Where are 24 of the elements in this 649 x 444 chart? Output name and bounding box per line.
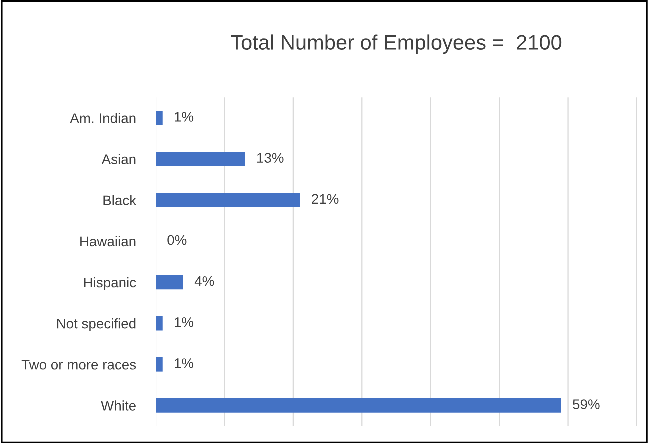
bar: [156, 111, 163, 126]
y-tick-label: Black: [104, 195, 137, 206]
y-tick-label: Hispanic: [84, 277, 136, 290]
data-label: 13%: [258, 153, 284, 164]
bar: [156, 152, 246, 166]
bar: [156, 193, 300, 208]
data-label: 21%: [312, 194, 339, 204]
chart-title: Total Number of Employees = 2100: [231, 34, 562, 54]
y-tick-label: White: [101, 400, 136, 411]
data-label: 59%: [573, 400, 600, 410]
data-label: 0%: [168, 235, 187, 246]
bar: [156, 275, 184, 290]
y-tick-label: Not specified: [57, 318, 136, 332]
bar: [156, 357, 163, 372]
bar: [156, 398, 562, 413]
y-tick-label: Hawaiian: [80, 236, 136, 247]
data-label: 4%: [194, 276, 214, 286]
data-label: 1%: [175, 112, 194, 122]
y-tick-label: Am. Indian: [70, 113, 136, 124]
data-label: 1%: [175, 318, 194, 328]
bar: [156, 316, 163, 331]
data-label: 1%: [175, 358, 194, 368]
y-tick-label: Two or more races: [22, 360, 136, 370]
y-tick-label: Asian: [102, 154, 136, 164]
